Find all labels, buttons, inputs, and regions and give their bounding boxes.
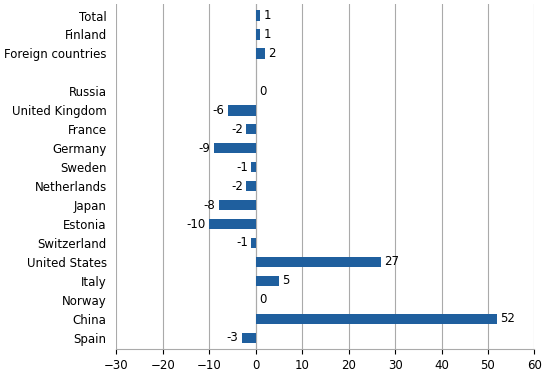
Bar: [214, 143, 256, 153]
Text: -1: -1: [236, 161, 248, 174]
Text: 27: 27: [384, 255, 399, 268]
Bar: [251, 238, 256, 248]
Text: -3: -3: [227, 331, 239, 344]
Text: -6: -6: [213, 104, 224, 117]
Text: 0: 0: [259, 85, 266, 98]
Bar: [246, 124, 256, 135]
Text: -2: -2: [232, 180, 243, 193]
Bar: [256, 257, 381, 267]
Text: 1: 1: [264, 28, 271, 41]
Bar: [256, 48, 265, 59]
Bar: [228, 105, 256, 115]
Text: 5: 5: [282, 274, 289, 287]
Bar: [246, 181, 256, 191]
Bar: [256, 10, 260, 21]
Bar: [256, 29, 260, 40]
Bar: [251, 162, 256, 172]
Text: -10: -10: [187, 218, 206, 230]
Bar: [256, 314, 497, 324]
Bar: [209, 219, 256, 229]
Text: -9: -9: [199, 142, 211, 155]
Text: -8: -8: [204, 199, 215, 212]
Text: 0: 0: [259, 293, 266, 306]
Text: 1: 1: [264, 9, 271, 22]
Text: 52: 52: [501, 312, 515, 325]
Text: -1: -1: [236, 237, 248, 249]
Bar: [218, 200, 256, 210]
Text: -2: -2: [232, 123, 243, 136]
Bar: [242, 332, 256, 343]
Bar: [256, 276, 279, 286]
Text: 2: 2: [268, 47, 276, 60]
